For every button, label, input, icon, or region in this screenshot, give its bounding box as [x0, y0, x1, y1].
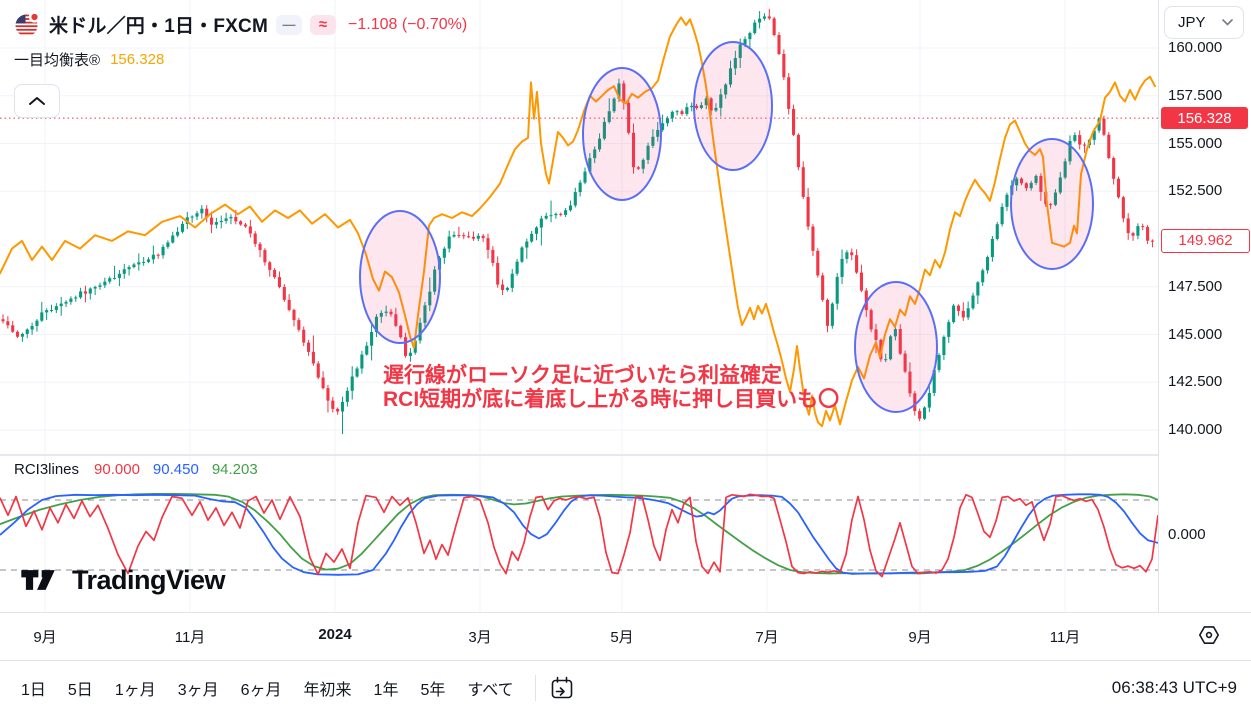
quick-search-hexagon-button[interactable]: [1196, 622, 1222, 648]
range-button-年初来[interactable]: 年初来: [293, 670, 363, 706]
indicator-legend: 一目均衡表® 156.328: [14, 49, 164, 70]
price-tick: 140.000: [1168, 421, 1223, 438]
price-tick: 157.500: [1168, 86, 1223, 104]
rci-indicator-name[interactable]: RCI3lines: [14, 461, 80, 478]
price-tick: 152.500: [1168, 182, 1223, 200]
range-button-1日[interactable]: 1日: [10, 670, 57, 706]
range-button-6ヶ月[interactable]: 6ヶ月: [230, 670, 293, 706]
chevron-up-icon: [29, 97, 45, 105]
rci-value-2: 94.203: [211, 461, 258, 478]
annotation-line1: 遅行線がローソク足に近づいたら利益確定: [383, 364, 782, 387]
time-tick: 9月: [908, 629, 932, 646]
price-tick: 145.000: [1168, 325, 1223, 343]
indicator-name[interactable]: 一目均衡表®: [14, 52, 101, 69]
tradingview-logo-icon: [21, 570, 55, 590]
rci-value-1: 90.450: [152, 461, 199, 478]
range-button-5日[interactable]: 5日: [57, 670, 104, 706]
rci-zero-label: 0.000: [1168, 526, 1206, 543]
price-tick: 142.500: [1168, 373, 1223, 391]
range-button-すべて[interactable]: すべて: [456, 670, 524, 706]
range-button-1年[interactable]: 1年: [363, 670, 410, 706]
clock-timezone[interactable]: 06:38:43 UTC+9: [1111, 677, 1237, 697]
symbol-title[interactable]: 米ドル／円・1日・FXCM: [49, 16, 268, 37]
rci-value-0: 90.000: [94, 461, 140, 478]
watermark-text: TradingView: [72, 564, 226, 595]
price-tick: 155.000: [1168, 134, 1223, 152]
indicator-value: 156.328: [110, 51, 165, 68]
currency-label: JPY: [1178, 14, 1206, 31]
minus-pill-icon[interactable]: —: [276, 14, 302, 35]
currency-selector[interactable]: JPY: [1164, 6, 1244, 39]
rci-values: 90.000 90.450 94.203: [94, 461, 258, 478]
bottom-toolbar: 1日 5日 1ヶ月 3ヶ月 6ヶ月 年初来 1年 5年 すべて 06:38:43 UTC+9: [0, 660, 1251, 713]
chevron-down-icon: [1222, 19, 1233, 26]
time-scale[interactable]: 9月 11月 2024 3月 5月 7月 9月 11月: [0, 612, 1251, 661]
range-button-5年[interactable]: 5年: [409, 670, 456, 706]
pane-divider[interactable]: [0, 454, 1251, 456]
indicator-price-badge: 156.328: [1161, 107, 1248, 130]
approx-pill-icon[interactable]: ≈: [310, 14, 336, 35]
go-to-date-button[interactable]: [546, 672, 578, 704]
price-tick: 160.000: [1168, 39, 1223, 56]
usdjpy-flag-icon: [14, 11, 41, 38]
price-chart[interactable]: [0, 0, 1158, 612]
time-tick: 3月: [468, 629, 492, 646]
price-tick: 147.500: [1168, 277, 1223, 295]
time-tick: 11月: [1049, 629, 1081, 646]
calendar-icon: [551, 676, 572, 698]
time-tick: 11月: [174, 629, 206, 646]
price-scale[interactable]: JPY 160.000 157.500 155.000 152.500 147.500 1…: [1158, 0, 1251, 612]
hexagon-eye-icon: [1198, 626, 1220, 644]
tradingview-watermark[interactable]: TradingView: [20, 563, 226, 597]
rci-indicator-legend: RCI3lines 90.000 90.450 94.203: [14, 461, 258, 478]
time-tick: 9月: [33, 629, 57, 646]
last-price-badge: 149.962: [1161, 228, 1250, 253]
time-tick: 7月: [755, 629, 779, 646]
price-change: −1.108 (−0.70%): [348, 15, 468, 33]
time-tick: 5月: [610, 629, 634, 646]
range-button-1ヶ月[interactable]: 1ヶ月: [104, 670, 167, 706]
date-range-buttons: 1日 5日 1ヶ月 3ヶ月 6ヶ月 年初来 1年 5年 すべて: [10, 670, 525, 706]
toolbar-divider: [534, 674, 536, 701]
annotation-text: 遅行線がローソク足に近づいたら利益確定 RCI短期が底に着底し上がる時に押し目買…: [383, 364, 839, 412]
time-tick: 2024: [318, 626, 352, 643]
annotation-line2: RCI短期が底に着底し上がる時に押し目買いも〇: [383, 388, 840, 411]
collapse-pane-button[interactable]: [14, 84, 60, 118]
chart-legend: 米ドル／円・1日・FXCM — ≈ −1.108 (−0.70%): [14, 11, 467, 38]
range-button-3ヶ月[interactable]: 3ヶ月: [167, 670, 230, 706]
